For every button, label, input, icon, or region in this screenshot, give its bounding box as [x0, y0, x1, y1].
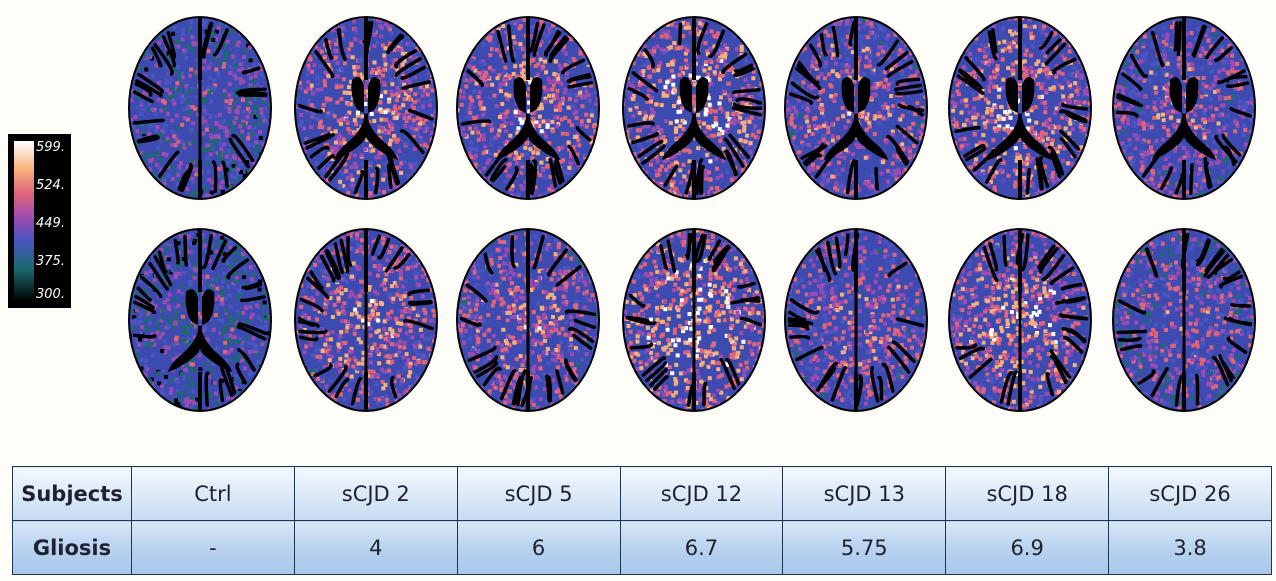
- colorbar-tick: 599.: [36, 140, 65, 155]
- table-cell-subject: sCJD 2: [293, 466, 458, 521]
- colorbar-tick: 375.: [36, 254, 65, 269]
- colorbar-tick: 300.: [36, 287, 65, 302]
- table-header-subjects: Subjects: [12, 466, 132, 521]
- brain-slice: [1108, 222, 1260, 417]
- brain-slice: [944, 222, 1096, 417]
- brain-slice: [618, 10, 770, 205]
- table-cell-subject: sCJD 26: [1108, 466, 1272, 521]
- brain-slice: [1108, 10, 1260, 205]
- brain-slice: [944, 10, 1096, 205]
- brain-slice: [290, 10, 442, 205]
- table-cell-gliosis: 5.75: [782, 520, 947, 575]
- table-cell-subject: sCJD 18: [945, 466, 1110, 521]
- brain-slice: [452, 10, 604, 205]
- brain-slice: [290, 222, 442, 417]
- brain-slice: [124, 10, 276, 205]
- colorbar-legend: 599. 524. 449. 375. 300.: [8, 134, 71, 308]
- brain-slice: [124, 222, 276, 417]
- table-cell-gliosis: 6.7: [619, 520, 784, 575]
- table-header-gliosis: Gliosis: [12, 520, 132, 575]
- brain-slice: [618, 222, 770, 417]
- table-cell-gliosis: 4: [293, 520, 458, 575]
- table-row-gliosis: Gliosis - 4 6 6.7 5.75 6.9 3.8: [12, 520, 1272, 575]
- table-cell-subject: sCJD 5: [456, 466, 621, 521]
- table-cell-gliosis: 6: [456, 520, 621, 575]
- brain-slice: [780, 222, 932, 417]
- table-cell-gliosis: -: [131, 520, 295, 575]
- brain-slice: [452, 222, 604, 417]
- table-cell-subject: sCJD 13: [782, 466, 947, 521]
- table-cell-gliosis: 3.8: [1108, 520, 1272, 575]
- brain-slice: [780, 10, 932, 205]
- colorbar-tick: 524.: [36, 178, 65, 193]
- table-cell-gliosis: 6.9: [945, 520, 1110, 575]
- colorbar-gradient: [14, 141, 34, 301]
- table-row-subjects: Subjects Ctrl sCJD 2 sCJD 5 sCJD 12 sCJD…: [12, 466, 1272, 521]
- table-cell-subject: Ctrl: [131, 466, 295, 521]
- colorbar-tick: 449.: [36, 216, 65, 231]
- table-cell-subject: sCJD 12: [619, 466, 784, 521]
- gliosis-table: Subjects Ctrl sCJD 2 sCJD 5 sCJD 12 sCJD…: [12, 466, 1272, 575]
